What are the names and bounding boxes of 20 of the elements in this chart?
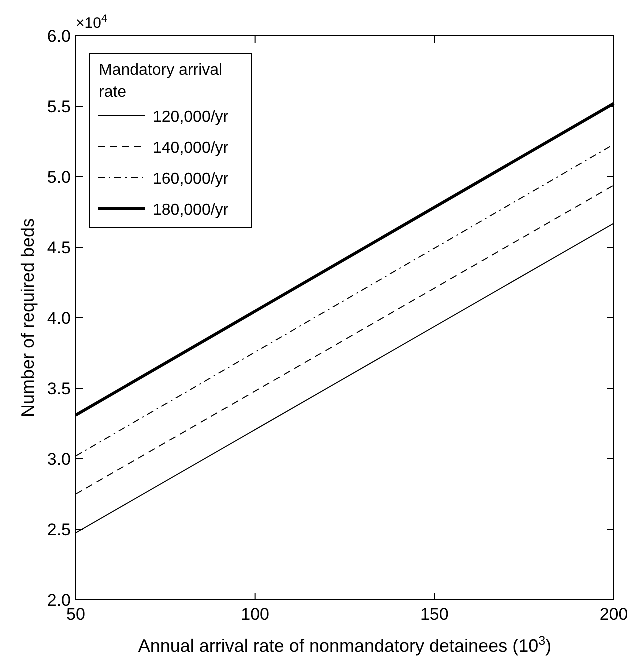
y-tick-label: 5.0 [47, 168, 71, 187]
text: ×10$^{4}$ [76, 13, 108, 32]
y-tick-label: 5.5 [47, 98, 71, 116]
y-tick-label: 3.5 [47, 380, 71, 398]
x-tick-label: 100 [241, 605, 270, 624]
y-tick-label: 2.5 [47, 520, 71, 540]
x-axis-title: Annual arrival rate of nonmandatory detainees (10$^{3}$) [138, 634, 552, 656]
y-axis-title: Number of required beds [18, 218, 38, 418]
x-tick-label: 200 [600, 605, 628, 624]
x-tick-label: 50 [66, 605, 86, 624]
legend-label: 140,000/yr [153, 140, 230, 157]
y-tick-label: 4.5 [47, 238, 71, 258]
y-tick-label: 6.0 [47, 27, 71, 46]
legend-title: Mandatory arrival rate [99, 62, 223, 101]
x-tick-label: 150 [420, 605, 449, 624]
legend-label: 180,000/yr [153, 202, 230, 219]
y-tick-label: 3.0 [47, 450, 71, 469]
y-tick-label: 4.0 [47, 309, 71, 328]
legend-label: 120,000/yr [153, 109, 230, 126]
legend-label: 160,000/yr [153, 171, 230, 188]
